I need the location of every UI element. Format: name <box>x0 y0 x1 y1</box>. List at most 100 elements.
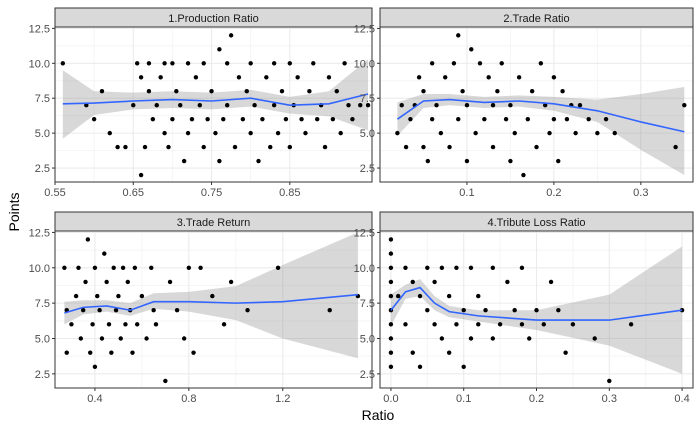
data-point <box>519 265 525 270</box>
data-point <box>612 130 617 136</box>
data-point <box>146 61 152 66</box>
data-point <box>193 75 199 80</box>
data-point <box>446 350 452 355</box>
data-point <box>399 102 404 108</box>
data-point <box>88 350 93 355</box>
data-point <box>410 279 415 285</box>
data-point <box>469 47 474 52</box>
data-point <box>91 116 97 122</box>
data-point <box>201 61 206 66</box>
data-point <box>134 322 140 327</box>
data-point <box>563 350 568 355</box>
data-point <box>99 89 105 94</box>
data-point <box>464 158 470 164</box>
data-point <box>395 130 400 136</box>
data-point <box>499 61 504 66</box>
data-point <box>417 293 423 299</box>
panel-border <box>54 230 373 389</box>
data-point <box>185 61 191 66</box>
data-point <box>439 265 445 270</box>
data-point <box>673 144 678 150</box>
data-point <box>495 89 500 94</box>
data-point <box>586 116 591 122</box>
data-point <box>541 322 546 327</box>
data-point <box>62 265 67 270</box>
data-point <box>85 237 91 242</box>
facet-strip-label: 3.Trade Return <box>177 217 251 229</box>
data-point <box>287 61 293 66</box>
data-point <box>213 130 218 136</box>
data-point <box>607 378 612 384</box>
data-point <box>181 336 187 341</box>
data-point <box>95 293 100 299</box>
facet-strip-label: 1.Production Ratio <box>168 13 259 25</box>
x-tick-label: 0.2 <box>529 393 544 405</box>
data-point <box>519 322 525 327</box>
x-tick-label: 0.1 <box>459 187 474 199</box>
data-point <box>476 322 481 327</box>
data-point <box>120 265 126 270</box>
data-point <box>303 130 308 136</box>
y-tick-label: 10.0 <box>29 263 50 275</box>
data-point <box>482 116 487 122</box>
data-point <box>221 116 226 122</box>
data-point <box>556 308 561 313</box>
data-point <box>573 130 578 136</box>
data-point <box>109 350 114 355</box>
data-point <box>228 33 234 38</box>
data-point <box>64 350 69 355</box>
data-point <box>451 61 457 66</box>
x-tick-label: 0.75 <box>201 187 222 199</box>
data-point <box>92 364 98 369</box>
data-point <box>174 308 180 313</box>
data-point <box>240 116 246 122</box>
data-point <box>490 102 496 108</box>
data-point <box>483 308 488 313</box>
data-point <box>92 265 98 270</box>
data-point <box>252 102 257 108</box>
data-point <box>334 89 339 94</box>
data-point <box>118 336 123 341</box>
y-tick-label: 10.0 <box>354 58 375 70</box>
data-point <box>209 89 214 94</box>
data-point <box>564 116 570 122</box>
data-point <box>245 308 250 313</box>
data-point <box>201 144 206 150</box>
data-point <box>388 322 394 327</box>
data-point <box>315 116 320 122</box>
data-point <box>454 322 459 327</box>
data-point <box>307 89 312 94</box>
facet-panel: 4.Tribute Loss Ratio 2.5 5.0 7.5 10.0 12.5 0.0… <box>354 211 694 405</box>
data-point <box>154 102 159 108</box>
panel-background <box>55 231 372 388</box>
data-point <box>295 75 300 80</box>
data-point <box>460 89 465 94</box>
data-point <box>78 336 84 341</box>
data-point <box>577 102 583 108</box>
data-point <box>603 116 609 122</box>
data-point <box>388 293 394 299</box>
data-point <box>106 322 112 327</box>
data-point <box>123 322 128 327</box>
data-point <box>283 116 289 122</box>
data-point <box>210 293 215 299</box>
data-point <box>144 336 149 341</box>
y-tick-label: 7.5 <box>35 93 50 105</box>
x-tick-label: 0.8 <box>181 393 196 405</box>
data-point <box>468 265 474 270</box>
y-tick-label: 12.5 <box>29 23 50 35</box>
data-point <box>102 251 107 256</box>
y-tick-label: 10.0 <box>29 58 50 70</box>
data-point <box>97 308 102 313</box>
data-point <box>326 75 332 80</box>
data-point <box>221 322 227 327</box>
data-point <box>447 144 452 150</box>
data-point <box>73 293 79 299</box>
data-point <box>170 61 175 66</box>
x-tick-label: 0.4 <box>87 393 102 405</box>
data-point <box>268 144 273 150</box>
data-point <box>90 322 95 327</box>
smooth-line <box>62 93 369 107</box>
data-point <box>130 350 135 355</box>
